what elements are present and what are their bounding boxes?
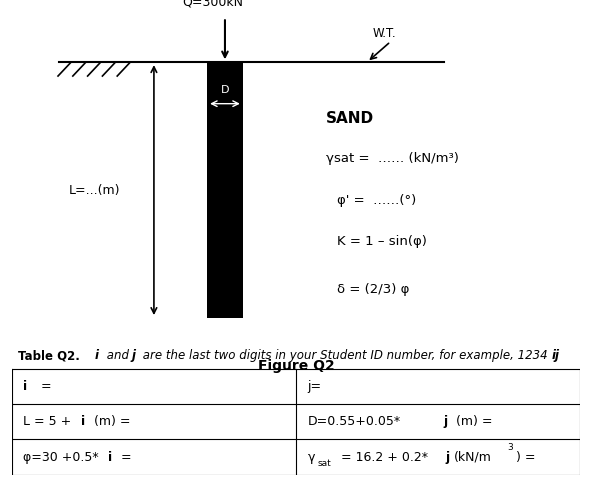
Text: and: and <box>103 349 133 362</box>
Text: i: i <box>81 415 85 428</box>
Text: γsat =  …… (kN/m³): γsat = …… (kN/m³) <box>326 152 458 165</box>
Text: j: j <box>444 415 448 428</box>
Text: (m) =: (m) = <box>452 415 493 428</box>
Text: (kN/m: (kN/m <box>454 451 492 464</box>
Text: D=0.55+0.05*: D=0.55+0.05* <box>307 415 401 428</box>
Text: γ: γ <box>307 451 315 464</box>
Text: SAND: SAND <box>326 110 374 126</box>
Text: j: j <box>445 451 449 464</box>
Text: K = 1 – sin(φ): K = 1 – sin(φ) <box>337 235 427 248</box>
Text: W.T.: W.T. <box>373 27 397 40</box>
Text: sat: sat <box>317 459 332 468</box>
Text: =: = <box>117 451 131 464</box>
Text: Figure Q2: Figure Q2 <box>258 360 334 373</box>
Text: = 16.2 + 0.2*: = 16.2 + 0.2* <box>337 451 428 464</box>
Text: i: i <box>23 380 27 393</box>
Text: ) =: ) = <box>516 451 535 464</box>
Text: 3: 3 <box>507 444 513 453</box>
Text: Q=300kN: Q=300kN <box>182 0 244 9</box>
Text: (m) =: (m) = <box>90 415 130 428</box>
Bar <box>207 62 243 318</box>
Text: i: i <box>108 451 112 464</box>
Text: D: D <box>221 85 229 95</box>
Text: Table Q2.: Table Q2. <box>18 349 79 362</box>
Text: L = 5 +: L = 5 + <box>23 415 75 428</box>
Text: L=...(m): L=...(m) <box>69 183 120 197</box>
Text: δ = (2/3) φ: δ = (2/3) φ <box>337 283 410 296</box>
Text: j=: j= <box>307 380 321 393</box>
Text: j: j <box>131 349 135 362</box>
Text: =: = <box>37 380 52 393</box>
Text: φ' =  ……(°): φ' = ……(°) <box>337 193 417 206</box>
Text: are the last two digits in your Student ID number, for example, 1234: are the last two digits in your Student … <box>139 349 547 362</box>
Text: ij: ij <box>552 349 560 362</box>
Text: i: i <box>94 349 98 362</box>
Text: φ=30 +0.5*: φ=30 +0.5* <box>23 451 99 464</box>
